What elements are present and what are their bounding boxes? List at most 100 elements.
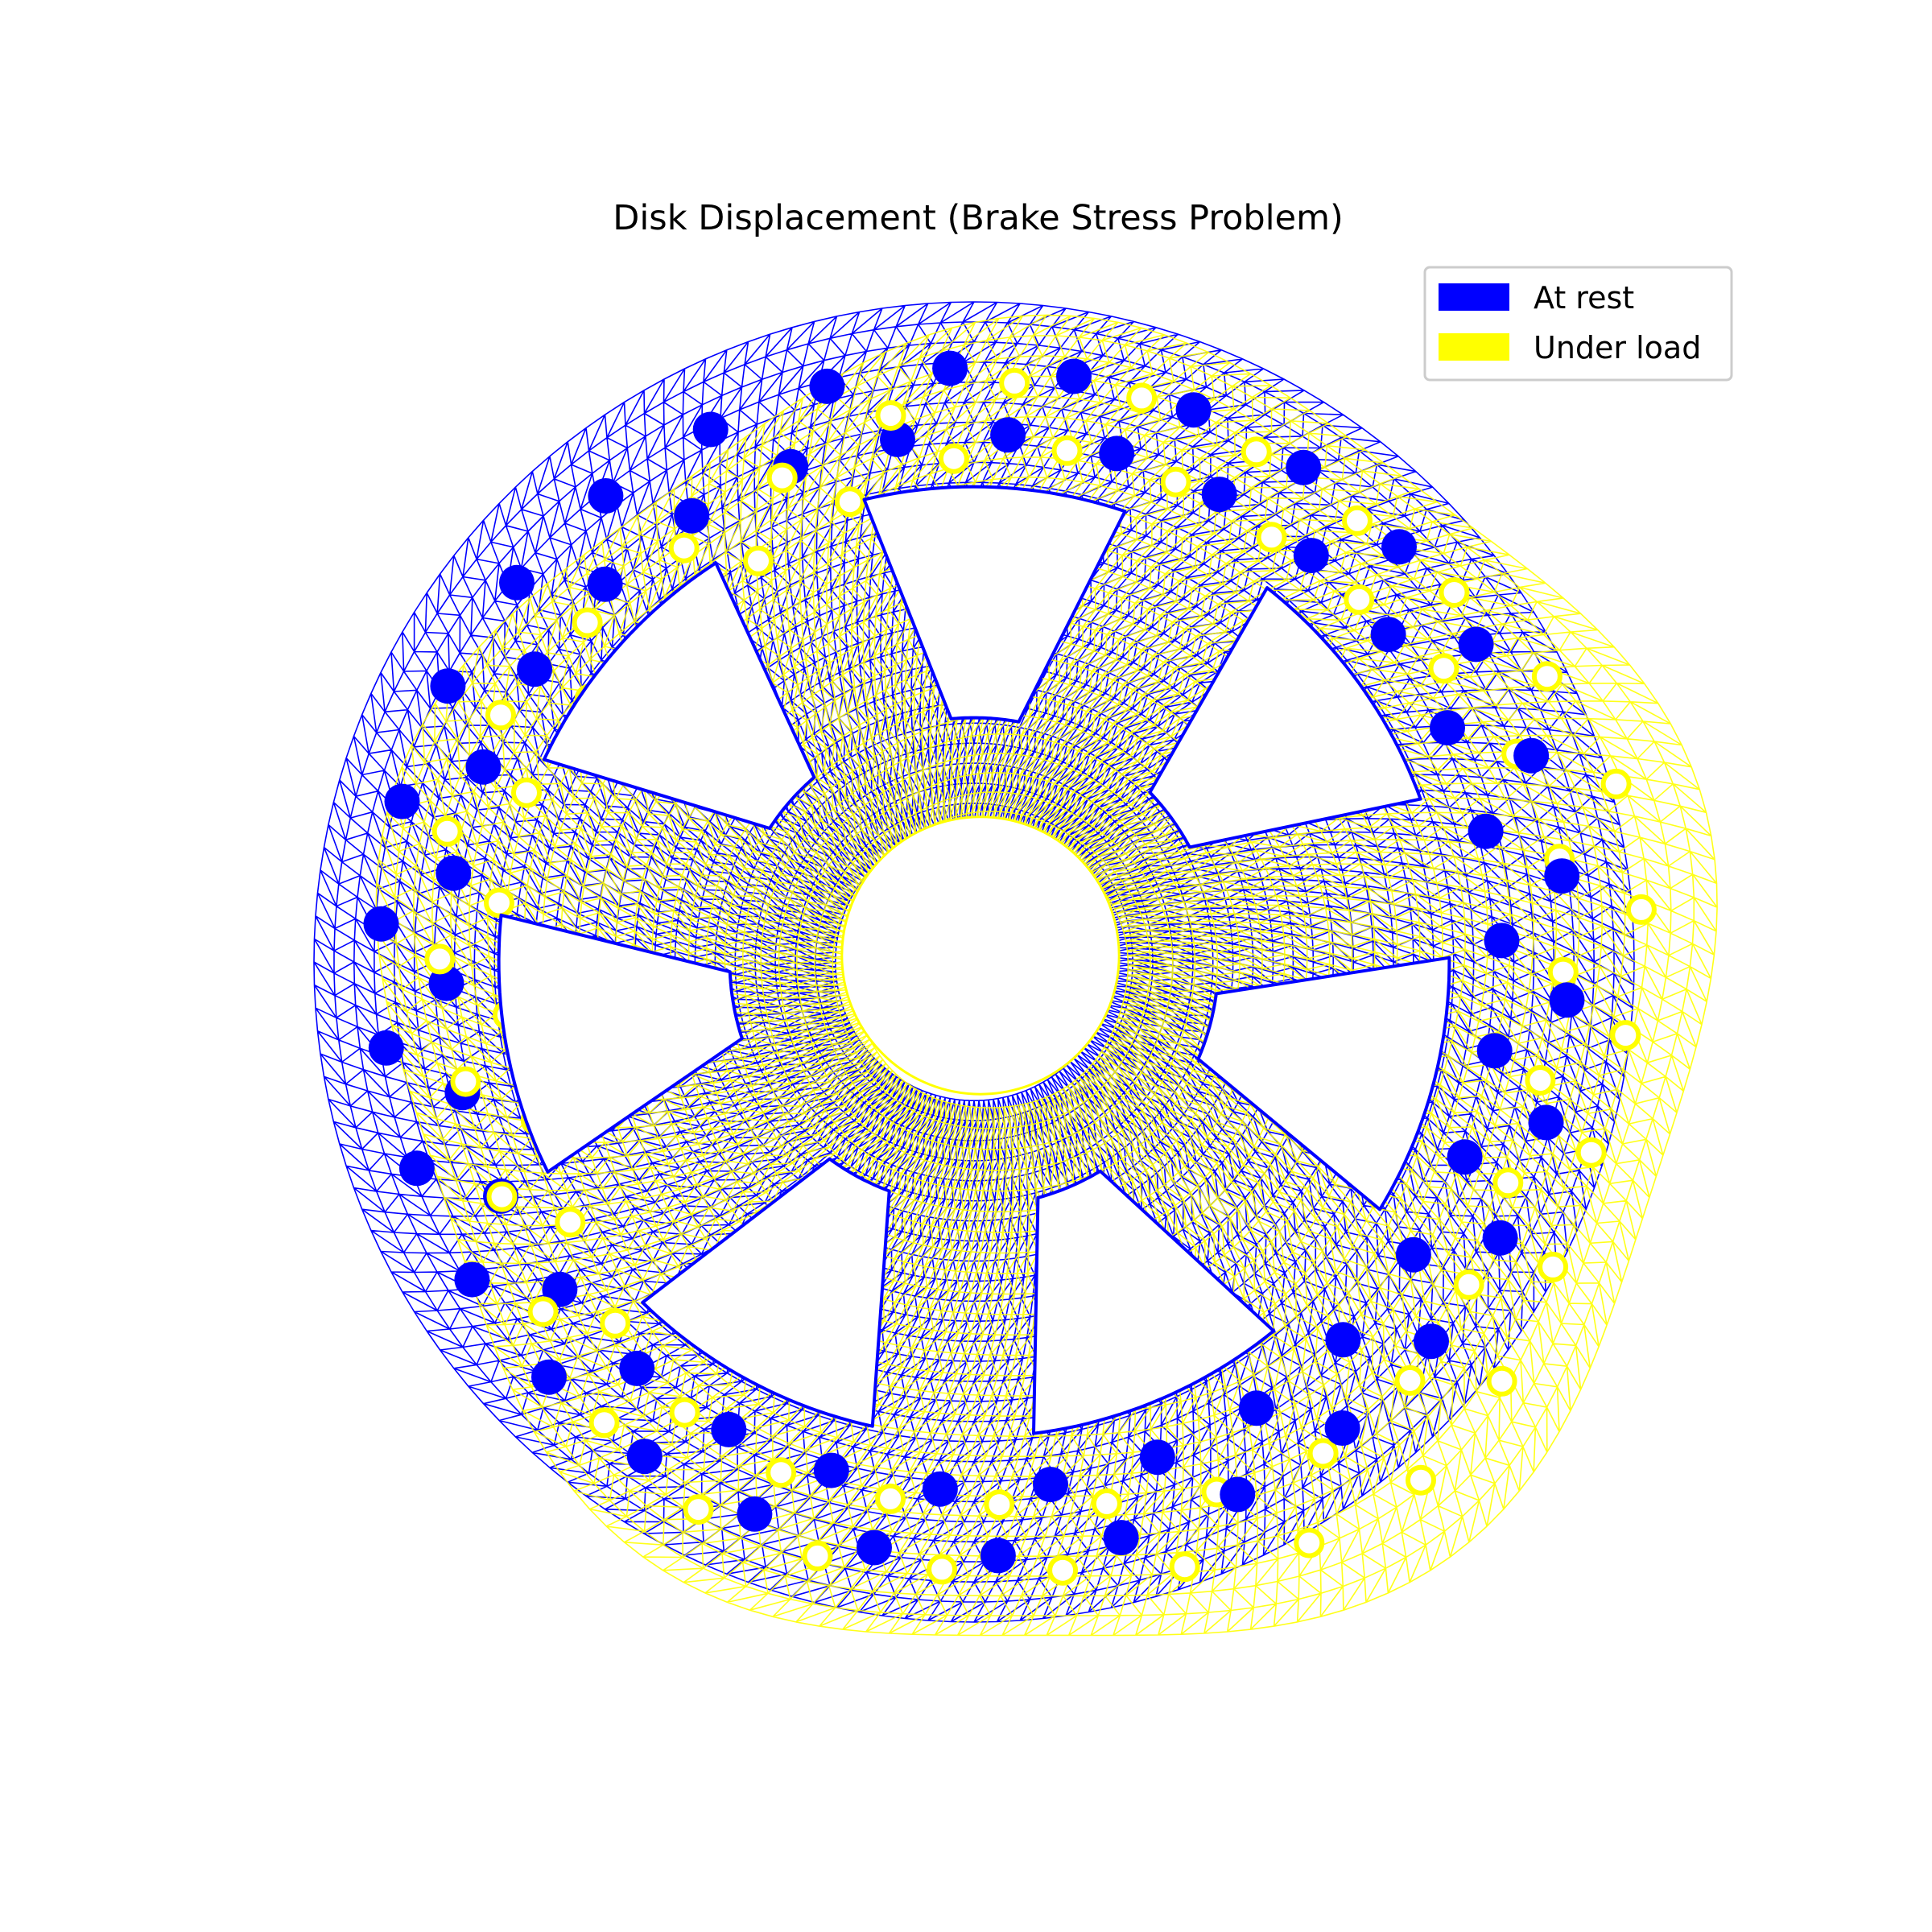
- drill-hole-at-rest: [1099, 436, 1135, 472]
- drill-hole-under-load: [999, 367, 1030, 398]
- drill-hole-under-load: [875, 400, 906, 431]
- drill-hole-at-rest: [1468, 813, 1504, 849]
- drill-hole-at-rest: [1370, 617, 1406, 653]
- drill-hole-under-load: [431, 815, 463, 847]
- drill-hole-under-load: [766, 462, 798, 493]
- drill-hole-under-load: [743, 545, 774, 576]
- drill-hole-at-rest: [1139, 1439, 1175, 1476]
- drill-hole-at-rest: [1286, 449, 1322, 485]
- drill-hole-under-load: [1169, 1551, 1200, 1583]
- drill-hole-at-rest: [626, 1439, 663, 1475]
- drill-hole-at-rest: [1103, 1520, 1139, 1556]
- drill-hole-under-load: [669, 1397, 700, 1428]
- drill-hole-at-rest: [990, 417, 1026, 453]
- drill-hole-at-rest: [1447, 1139, 1483, 1175]
- drill-hole-at-rest: [674, 497, 710, 534]
- spoke-cutout: [1196, 956, 1451, 1212]
- drill-hole-under-load: [555, 1207, 586, 1238]
- drill-hole-at-rest: [692, 411, 729, 448]
- drill-hole-at-rest: [1238, 1390, 1274, 1426]
- drill-hole-under-load: [1406, 1464, 1436, 1496]
- spoke-cutout: [862, 485, 1127, 724]
- legend-swatch-under-load: [1439, 333, 1509, 361]
- drill-hole-at-rest: [384, 783, 420, 819]
- spoke-cutout: [641, 1157, 891, 1428]
- legend[interactable]: At rest Under load: [1423, 266, 1733, 382]
- drill-hole-at-rest: [1293, 538, 1329, 574]
- drill-hole-at-rest: [398, 1150, 435, 1187]
- drill-hole-under-load: [1051, 435, 1083, 466]
- drill-hole-under-load: [834, 486, 865, 518]
- drill-hole-under-load: [1307, 1438, 1339, 1469]
- drill-hole-under-load: [1256, 522, 1287, 553]
- drill-hole-at-rest: [1381, 529, 1417, 565]
- drill-hole-at-rest: [1458, 626, 1494, 663]
- legend-label-under-load: Under load: [1534, 330, 1701, 365]
- drill-hole-under-load: [1547, 956, 1579, 988]
- drill-hole-at-rest: [1482, 1220, 1518, 1256]
- drill-hole-at-rest: [619, 1350, 655, 1386]
- drill-hole-under-load: [1091, 1488, 1122, 1519]
- drill-hole-under-load: [1439, 577, 1470, 608]
- drill-hole-under-load: [668, 532, 700, 564]
- drill-hole-under-load: [511, 777, 542, 808]
- legend-label-at-rest: At rest: [1534, 280, 1634, 316]
- drill-hole-at-rest: [1395, 1236, 1431, 1273]
- drill-hole-under-load: [1342, 505, 1373, 536]
- drill-hole-at-rest: [454, 1261, 490, 1298]
- drill-hole-under-load: [1453, 1269, 1484, 1300]
- drill-hole-at-rest: [542, 1271, 578, 1307]
- drill-hole-under-load: [1241, 436, 1272, 468]
- drill-hole-under-load: [1575, 1137, 1607, 1168]
- drill-hole-under-load: [1538, 1251, 1569, 1282]
- drill-hole-at-rest: [1175, 392, 1212, 428]
- plot-area: [313, 301, 1718, 1637]
- drill-hole-under-load: [984, 1489, 1015, 1521]
- drill-hole-at-rest: [587, 566, 623, 602]
- drill-hole-at-rest: [465, 749, 502, 785]
- drill-hole-under-load: [1344, 584, 1375, 615]
- drill-hole-at-rest: [499, 564, 535, 601]
- drill-hole-under-load: [600, 1307, 631, 1339]
- drill-hole-under-load: [1492, 1167, 1524, 1199]
- drill-hole-at-rest: [1324, 1410, 1360, 1446]
- drill-hole-under-load: [1394, 1364, 1426, 1396]
- drill-hole-at-rest: [363, 906, 399, 942]
- drill-hole-under-load: [588, 1407, 620, 1439]
- drill-hole-under-load: [1047, 1554, 1079, 1586]
- spoke-cutout: [542, 561, 816, 830]
- drill-hole-under-load: [450, 1066, 481, 1097]
- drill-hole-under-load: [527, 1296, 559, 1327]
- drill-hole-at-rest: [1201, 477, 1237, 513]
- drill-hole-at-rest: [1414, 1323, 1449, 1360]
- drill-hole-under-load: [683, 1494, 714, 1525]
- drill-hole-at-rest: [922, 1471, 958, 1507]
- drill-hole-under-load: [927, 1554, 958, 1585]
- drill-hole-at-rest: [1430, 710, 1465, 746]
- drill-holes: [363, 350, 1657, 1586]
- drill-hole-at-rest: [813, 1452, 849, 1488]
- drill-hole-at-rest: [436, 855, 472, 891]
- spoke-cutout: [1032, 1169, 1276, 1435]
- drill-hole-at-rest: [980, 1538, 1016, 1574]
- drill-hole-at-rest: [1484, 923, 1520, 959]
- drill-hole-at-rest: [1544, 858, 1580, 894]
- drill-hole-under-load: [802, 1540, 833, 1571]
- drill-hole-under-load: [1294, 1527, 1325, 1558]
- drill-hole-at-rest: [857, 1530, 892, 1566]
- drill-hole-under-load: [1525, 1065, 1556, 1096]
- drill-hole-under-load: [1126, 382, 1158, 414]
- drill-hole-under-load: [1610, 1020, 1641, 1051]
- drill-hole-at-rest: [428, 965, 464, 1001]
- drill-hole-under-load: [485, 700, 516, 731]
- drill-hole-at-rest: [1513, 737, 1550, 774]
- drill-hole-under-load: [1486, 1365, 1517, 1397]
- drill-hole-under-load: [486, 1181, 518, 1212]
- drill-hole-under-load: [1625, 894, 1657, 925]
- drill-hole-at-rest: [517, 651, 553, 687]
- drill-hole-at-rest: [1325, 1322, 1361, 1358]
- drill-hole-under-load: [484, 887, 514, 919]
- chart-title: Disk Displacement (Brake Stress Problem): [613, 198, 1344, 238]
- drill-hole-under-load: [938, 443, 969, 474]
